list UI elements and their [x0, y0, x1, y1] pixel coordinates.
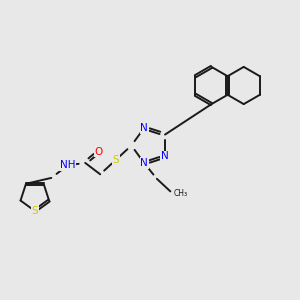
Text: S: S: [32, 206, 38, 216]
Text: CH₃: CH₃: [174, 189, 188, 198]
Text: O: O: [94, 146, 103, 157]
Text: N: N: [140, 123, 148, 133]
Text: N: N: [140, 158, 148, 168]
Text: S: S: [112, 155, 119, 165]
Text: N: N: [161, 152, 169, 161]
Text: NH: NH: [60, 160, 76, 170]
